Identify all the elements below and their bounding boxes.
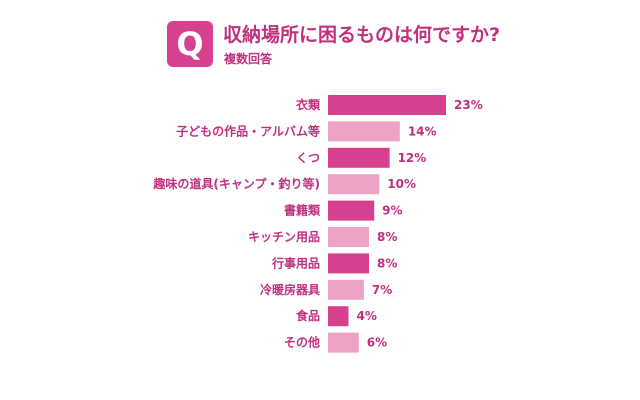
chart-title: 収納場所に困るものは何ですか?: [223, 24, 501, 46]
category-label-3: 趣味の道具(キャンプ・釣り等): [152, 176, 320, 191]
value-label-9: 6%: [367, 336, 387, 350]
category-label-4: 書籍類: [284, 203, 321, 218]
value-label-3: 10%: [387, 177, 416, 191]
bar-0: [328, 95, 446, 115]
category-label-2: くつ: [296, 151, 320, 165]
value-label-4: 9%: [382, 204, 402, 218]
bar-6: [328, 253, 369, 274]
category-label-1: 子どもの作品・アルバム等: [176, 123, 320, 138]
value-label-0: 23%: [454, 98, 483, 112]
value-label-2: 12%: [398, 151, 427, 165]
bar-2: [328, 147, 390, 168]
chart-subtitle: 複数回答: [224, 52, 273, 66]
bar-9: [328, 332, 359, 353]
category-label-7: 冷暖房器具: [260, 282, 320, 297]
bar-3: [328, 174, 380, 195]
value-label-6: 8%: [377, 256, 397, 270]
category-label-6: 行事用品: [271, 255, 320, 270]
category-label-0: 衣類: [296, 97, 321, 112]
bar-1: [328, 121, 400, 142]
bar-4: [328, 200, 375, 221]
value-label-5: 8%: [377, 230, 397, 244]
question-badge: Q: [167, 21, 213, 67]
bar-7: [328, 279, 364, 300]
question-badge-letter: Q: [176, 25, 204, 63]
value-label-8: 4%: [357, 309, 377, 323]
value-label-1: 14%: [408, 124, 437, 138]
value-label-7: 7%: [372, 283, 392, 297]
category-label-9: その他: [284, 335, 320, 350]
bar-8: [328, 306, 349, 327]
bar-5: [328, 227, 369, 247]
category-label-8: 食品: [295, 308, 320, 323]
category-label-5: キッチン用品: [248, 230, 320, 244]
